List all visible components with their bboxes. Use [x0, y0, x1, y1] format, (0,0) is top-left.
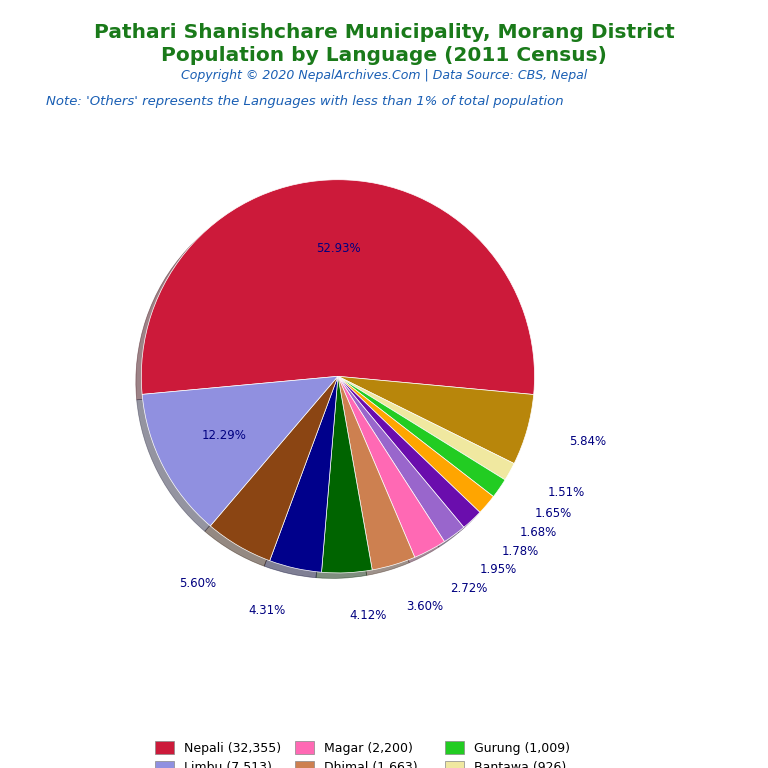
- Text: Pathari Shanishchare Municipality, Morang District: Pathari Shanishchare Municipality, Moran…: [94, 23, 674, 42]
- Text: 4.31%: 4.31%: [249, 604, 286, 617]
- Wedge shape: [338, 376, 534, 464]
- Wedge shape: [142, 376, 338, 526]
- Text: 1.51%: 1.51%: [548, 486, 585, 499]
- Text: 1.78%: 1.78%: [502, 545, 539, 558]
- Text: Note: 'Others' represents the Languages with less than 1% of total population: Note: 'Others' represents the Languages …: [46, 95, 564, 108]
- Wedge shape: [338, 376, 464, 541]
- Text: 3.60%: 3.60%: [406, 600, 443, 613]
- Text: 1.95%: 1.95%: [480, 563, 517, 576]
- Wedge shape: [338, 376, 445, 558]
- Text: Population by Language (2011 Census): Population by Language (2011 Census): [161, 46, 607, 65]
- Text: Copyright © 2020 NepalArchives.Com | Data Source: CBS, Nepal: Copyright © 2020 NepalArchives.Com | Dat…: [181, 69, 587, 82]
- Text: 52.93%: 52.93%: [316, 242, 360, 255]
- Legend: Nepali (32,355), Limbu (7,513), Rai (3,426), Maithili (2,637), Tamang (2,519), M: Nepali (32,355), Limbu (7,513), Rai (3,4…: [151, 737, 574, 768]
- Wedge shape: [338, 376, 505, 497]
- Text: 5.60%: 5.60%: [180, 577, 217, 590]
- Wedge shape: [338, 376, 415, 570]
- Text: 2.72%: 2.72%: [450, 582, 488, 594]
- Text: 1.68%: 1.68%: [520, 526, 557, 539]
- Wedge shape: [338, 376, 514, 480]
- Text: 5.84%: 5.84%: [568, 435, 606, 449]
- Wedge shape: [270, 376, 338, 572]
- Text: 1.65%: 1.65%: [535, 507, 572, 519]
- Text: 12.29%: 12.29%: [202, 429, 247, 442]
- Text: 4.12%: 4.12%: [349, 610, 386, 622]
- Wedge shape: [322, 376, 372, 573]
- Wedge shape: [141, 180, 535, 395]
- Wedge shape: [338, 376, 480, 528]
- Wedge shape: [338, 376, 494, 512]
- Wedge shape: [210, 376, 338, 561]
